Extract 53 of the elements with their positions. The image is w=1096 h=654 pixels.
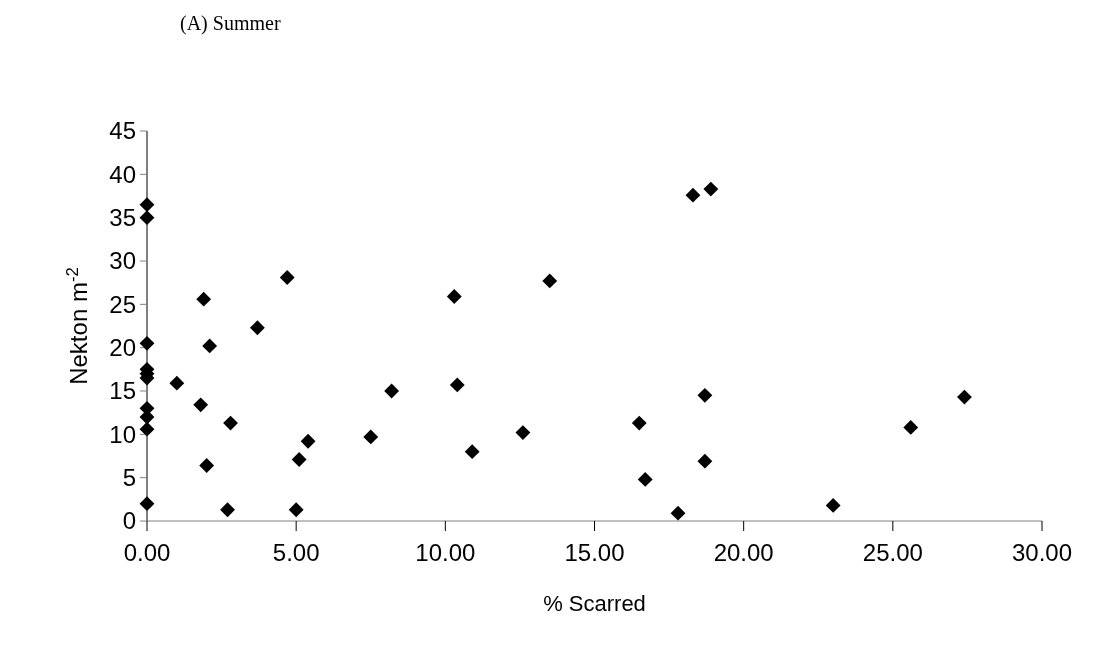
- point: [139, 496, 155, 512]
- x-tick-label: 5.00: [272, 539, 320, 566]
- point: [957, 389, 972, 405]
- y-tick-label: 10: [109, 420, 136, 448]
- y-tick-label: 30: [109, 247, 136, 275]
- y-tick-label: 15: [109, 377, 136, 405]
- point: [196, 291, 212, 307]
- point: [825, 497, 841, 513]
- point: [363, 429, 379, 445]
- y-tick-label: 20: [109, 334, 136, 362]
- point: [449, 377, 465, 393]
- point: [300, 433, 316, 449]
- point: [384, 383, 400, 399]
- point: [542, 273, 558, 289]
- y-tick-label: 35: [109, 204, 136, 232]
- x-tick-label: 25.00: [862, 539, 923, 566]
- x-tick-label: 15.00: [564, 539, 625, 566]
- y-tick-label: 40: [109, 160, 136, 188]
- point: [291, 452, 307, 467]
- x-tick-label: 0.00: [123, 539, 171, 566]
- point: [223, 415, 238, 431]
- point: [202, 338, 218, 354]
- point: [249, 320, 265, 336]
- point: [670, 505, 686, 521]
- y-tick-label: 0: [122, 507, 136, 535]
- point: [697, 453, 713, 469]
- chart-title: (A) Summer: [180, 12, 281, 35]
- point: [139, 421, 155, 437]
- point: [631, 415, 647, 431]
- point: [139, 335, 155, 351]
- point: [139, 197, 155, 213]
- point: [220, 502, 235, 518]
- point: [637, 471, 653, 487]
- x-tick-label: 10.00: [415, 539, 476, 566]
- point: [697, 387, 713, 403]
- point: [464, 444, 480, 460]
- y-tick-label: 45: [109, 117, 136, 145]
- point: [193, 397, 209, 413]
- x-tick-label: 20.00: [713, 539, 774, 566]
- point: [279, 270, 295, 285]
- x-tick-label: 30.00: [1011, 539, 1073, 566]
- point: [685, 187, 701, 203]
- y-tick-label: 5: [122, 464, 136, 492]
- point: [139, 210, 155, 226]
- point: [903, 419, 919, 435]
- point: [703, 181, 719, 197]
- x-axis-title: % Scarred: [543, 591, 646, 616]
- point: [199, 458, 215, 473]
- point: [169, 375, 185, 391]
- y-tick-label: 25: [109, 290, 136, 318]
- point: [288, 502, 304, 518]
- point: [446, 289, 462, 304]
- point: [515, 425, 531, 441]
